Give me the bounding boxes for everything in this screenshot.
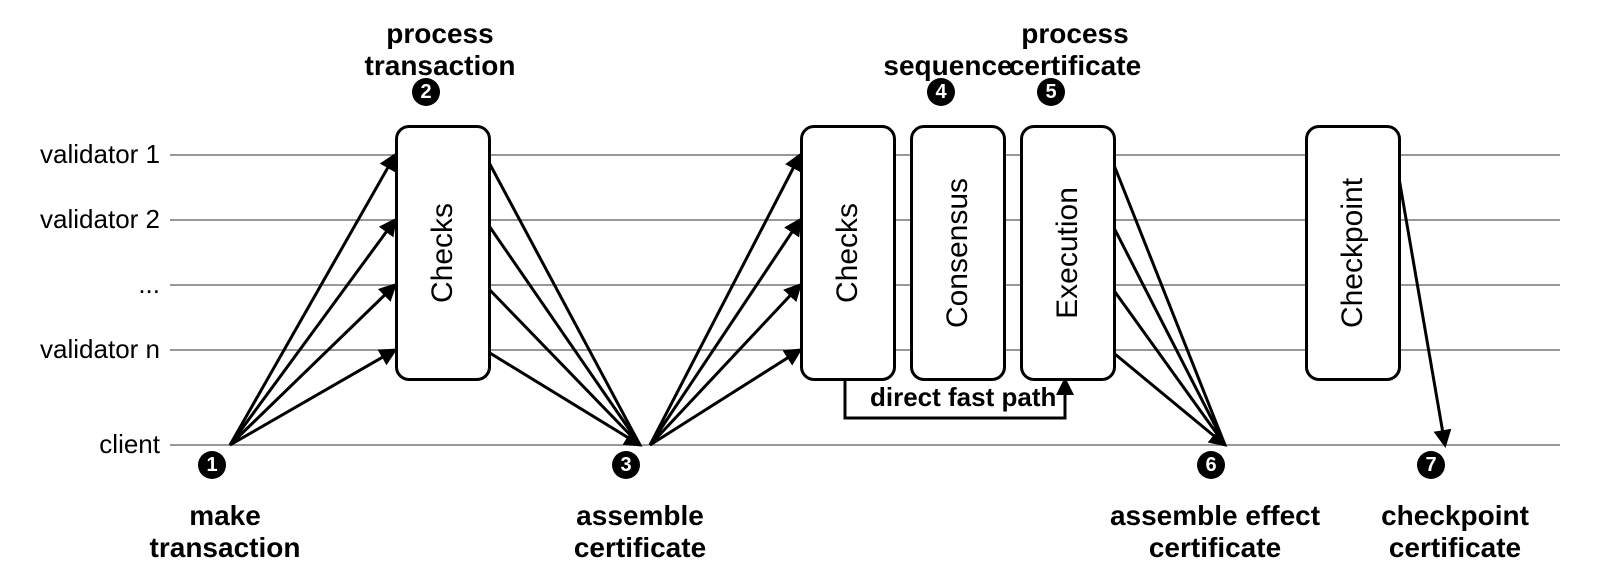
arrow (650, 220, 800, 445)
arrow (650, 155, 800, 445)
step-label-2: process transaction (365, 18, 516, 82)
step-label-6: assemble effect certificate (1110, 500, 1320, 564)
process-box-execution: Execution (1020, 125, 1116, 381)
lane-label: ... (138, 269, 160, 300)
process-box-label: Checks (831, 203, 865, 303)
lane-label: client (99, 429, 160, 460)
step-badge-4: 4 (927, 78, 955, 106)
arrow (1110, 155, 1225, 445)
arrow (1395, 155, 1445, 445)
arrow (485, 155, 640, 445)
arrow (1110, 220, 1225, 445)
step-badge-1: 1 (198, 451, 226, 479)
diagram-canvas: validator 1 validator 2... validator n clie… (0, 0, 1600, 571)
step-label-3: assemble certificate (574, 500, 706, 564)
arrow (230, 220, 395, 445)
process-box-label: Checkpoint (1336, 178, 1370, 328)
lane-label: validator 1 (40, 139, 160, 170)
lane-label: validator n (40, 334, 160, 365)
process-box-label: Checks (426, 203, 460, 303)
process-box-consensus: Consensus (910, 125, 1006, 381)
process-box-label: Consensus (941, 178, 975, 328)
step-label-5: process certificate (1009, 18, 1141, 82)
step-label-4: sequence (883, 50, 1012, 82)
lane-label: validator 2 (40, 204, 160, 235)
arrow (230, 155, 395, 445)
step-label-1: make transaction (150, 500, 301, 564)
process-box-label: Execution (1051, 187, 1085, 319)
fast-path-label: direct fast path (870, 382, 1056, 413)
step-badge-7: 7 (1417, 451, 1445, 479)
step-label-7: checkpoint certificate (1381, 500, 1529, 564)
step-badge-6: 6 (1197, 451, 1225, 479)
step-badge-3: 3 (612, 451, 640, 479)
process-box-checkpoint: Checkpoint (1305, 125, 1401, 381)
process-box-checks2: Checks (800, 125, 896, 381)
process-box-checks1: Checks (395, 125, 491, 381)
arrow (485, 220, 640, 445)
